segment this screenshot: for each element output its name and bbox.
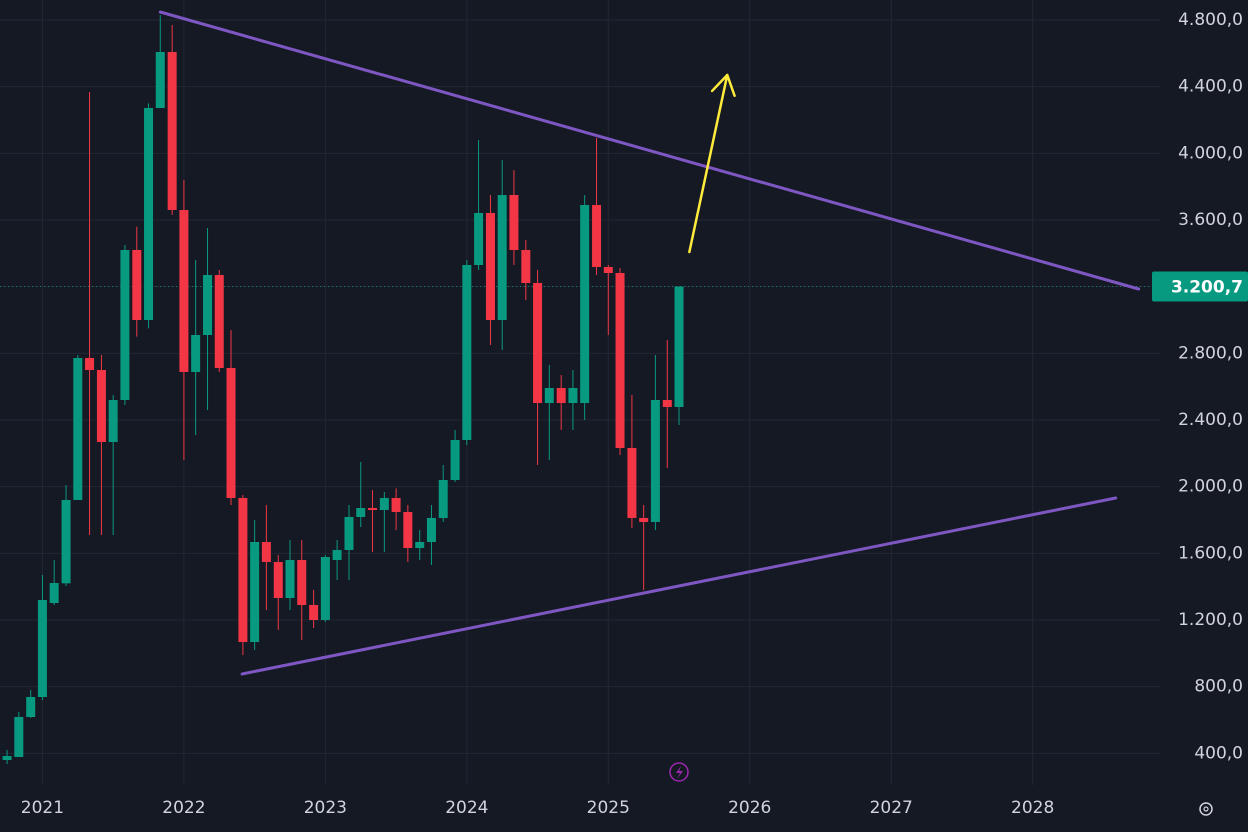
y-tick-label: 4.800,0 [1178, 10, 1243, 30]
arrow-shaft [688, 73, 729, 254]
candle-body [61, 500, 71, 584]
candle-body [426, 518, 436, 542]
candle-body [14, 717, 24, 757]
candle-body [85, 358, 95, 370]
candle-body [544, 388, 554, 403]
candle-body [403, 512, 413, 548]
y-tick-label: 400,0 [1194, 743, 1243, 763]
candle-body [485, 213, 495, 320]
candle-body [96, 370, 106, 442]
candle-body [521, 250, 531, 283]
candle-body [592, 205, 602, 267]
candle-body [450, 440, 460, 480]
candle-body [2, 756, 12, 760]
candle-body [356, 508, 366, 517]
lightning-glyph [676, 766, 683, 779]
candle-body [497, 195, 507, 320]
x-tick-label: 2025 [587, 798, 630, 818]
y-tick-label: 4.000,0 [1178, 143, 1243, 163]
candle-body [191, 335, 201, 372]
last-price-label: 3.200,7 [1171, 278, 1243, 298]
candle-body [309, 605, 319, 620]
candle-body [214, 275, 224, 368]
candle-body [285, 560, 295, 598]
candle-body [320, 557, 330, 620]
candle-body [462, 265, 472, 440]
trendline [240, 496, 1118, 676]
settings-glyph [1203, 806, 1209, 812]
last-price-box [1152, 271, 1248, 302]
y-tick-label: 2.000,0 [1178, 477, 1243, 497]
y-tick-label: 4.400,0 [1178, 77, 1243, 97]
candle-body [132, 250, 142, 320]
y-tick-label: 2.800,0 [1178, 343, 1243, 363]
trendline [158, 10, 1141, 291]
x-tick-label: 2028 [1011, 798, 1054, 818]
candle-body [238, 498, 248, 642]
candle-body [108, 400, 118, 442]
candle-body [261, 542, 271, 562]
candle-body [297, 560, 307, 605]
candle-body [273, 562, 283, 598]
candle-body [662, 400, 672, 407]
arrow-head [710, 73, 736, 97]
candle-body [203, 275, 213, 335]
candle-body [650, 400, 660, 522]
y-tick-label: 1.200,0 [1178, 610, 1243, 630]
x-tick-label: 2021 [21, 798, 64, 818]
candle-body [37, 600, 47, 697]
candle-body [144, 108, 154, 320]
x-tick-label: 2027 [870, 798, 913, 818]
candle-body [155, 52, 165, 108]
x-tick-label: 2026 [728, 798, 771, 818]
candle-body [391, 498, 401, 512]
settings-icon[interactable] [1199, 802, 1213, 816]
candle-body [73, 358, 83, 500]
candle-body [568, 388, 578, 403]
y-tick-label: 2.400,0 [1178, 410, 1243, 430]
x-tick-label: 2024 [445, 798, 488, 818]
x-tick-label: 2022 [162, 798, 205, 818]
candle-body [603, 267, 613, 273]
candle-body [379, 498, 389, 510]
candle-body [556, 388, 566, 403]
candle-body [509, 195, 519, 250]
y-tick-label: 800,0 [1194, 677, 1243, 697]
candle-body [250, 542, 260, 642]
candle-body [167, 52, 177, 210]
candle-body [639, 518, 649, 522]
candle-body [627, 448, 637, 518]
candle-body [49, 583, 59, 603]
candle-body [226, 368, 236, 498]
candle-body [474, 213, 484, 265]
y-tick-label: 3.600,0 [1178, 210, 1243, 230]
candle-body [120, 250, 130, 400]
candle-body [415, 542, 425, 548]
candle-body [332, 550, 342, 560]
candle-body [179, 210, 189, 372]
candle-body [615, 273, 625, 448]
icons [669, 762, 1213, 816]
y-tick-label: 1.600,0 [1178, 543, 1243, 563]
candle-body [674, 286, 684, 407]
candle-body [533, 283, 543, 403]
lightning-icon[interactable] [669, 762, 689, 782]
candle-body [367, 508, 377, 510]
candle-body [344, 517, 354, 550]
candle-body [580, 205, 590, 403]
candle-body [26, 697, 36, 717]
x-tick-label: 2023 [304, 798, 347, 818]
candle-body [438, 480, 448, 518]
